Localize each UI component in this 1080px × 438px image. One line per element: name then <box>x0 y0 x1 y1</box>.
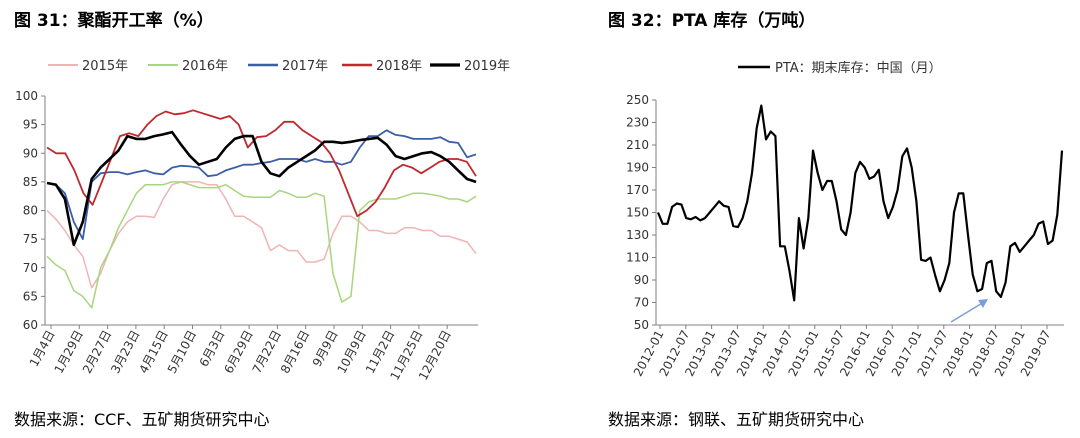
left-chart-x-tick-label: 1月4日 <box>27 328 58 369</box>
right-chart-y-tick-label: 90 <box>634 273 649 287</box>
right-chart-source: 数据来源：钢联、五矿期货研究中心 <box>608 410 865 429</box>
left-chart-series-4-line <box>46 130 477 247</box>
right-chart-y-tick-label: 210 <box>626 138 649 152</box>
left-chart-y-tick-label: 65 <box>23 289 38 303</box>
left-chart-series-3-line <box>46 109 477 218</box>
left-chart-x-tick-label: 6月3日 <box>197 328 228 369</box>
left-legend-label-1: 2016年 <box>182 59 228 74</box>
left-chart-y-tick-label: 75 <box>23 232 38 246</box>
left-chart-y-tick-label: 95 <box>23 118 38 132</box>
right-chart-y-tick-label: 110 <box>626 251 649 265</box>
left-legend-label-3: 2018年 <box>376 59 422 74</box>
left-chart-series-0-line <box>46 181 477 289</box>
right-chart-title: 图 32：PTA 库存（万吨） <box>608 11 816 31</box>
right-chart-y-tick-label: 130 <box>626 228 649 242</box>
left-legend-label-2: 2017年 <box>282 59 328 74</box>
left-chart-y-tick-label: 70 <box>23 261 38 275</box>
right-annotation-arrow-head <box>978 299 988 308</box>
right-chart-y-tick-label: 250 <box>626 93 649 107</box>
left-chart-y-tick-label: 90 <box>23 146 38 160</box>
left-chart-y-tick-label: 60 <box>23 318 38 332</box>
right-chart-y-tick-label: 170 <box>626 183 649 197</box>
right-chart-y-tick-label: 230 <box>626 116 649 130</box>
left-legend-label-4: 2019年 <box>464 59 510 74</box>
left-chart-source: 数据来源：CCF、五矿期货研究中心 <box>14 410 270 429</box>
right-chart-y-tick-label: 190 <box>626 161 649 175</box>
right-chart-y-tick-label: 70 <box>634 296 649 310</box>
left-chart-y-tick-label: 80 <box>23 204 38 218</box>
left-chart-y-tick-label: 85 <box>23 175 38 189</box>
left-chart-series-1-line <box>46 181 477 309</box>
right-chart-y-tick-label: 150 <box>626 206 649 220</box>
left-chart-y-tick-label: 100 <box>15 89 38 103</box>
right-chart-series-0-line <box>656 104 1064 302</box>
right-chart-y-tick-label: 50 <box>634 318 649 332</box>
right-legend-label: PTA：期末库存：中国（月） <box>775 60 942 76</box>
left-chart-x-tick-label: 9月9日 <box>310 328 341 369</box>
left-chart-series-2-line <box>46 129 477 241</box>
right-annotation-arrow-shaft <box>950 301 985 323</box>
left-legend-label-0: 2015年 <box>82 59 128 74</box>
left-chart-title: 图 31：聚酯开工率（%） <box>14 11 214 31</box>
